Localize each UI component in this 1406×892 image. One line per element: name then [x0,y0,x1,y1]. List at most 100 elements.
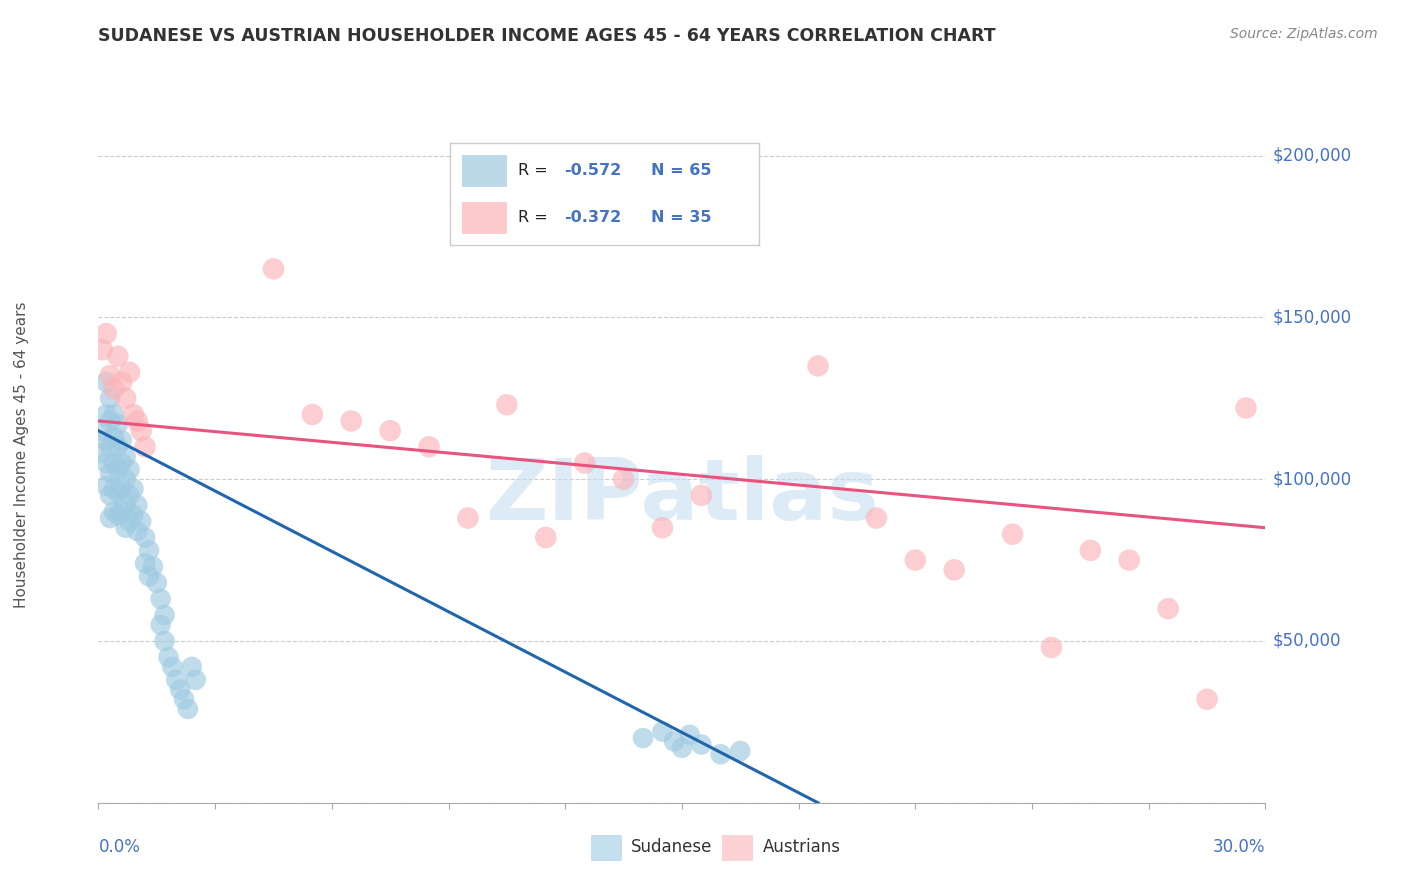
Point [103,430,125,444]
Point [96,326,118,341]
Point [107,508,129,522]
Point [690,738,713,752]
Point [301,408,323,422]
Point [180,660,202,674]
Point [153,634,176,648]
Point [157,650,180,665]
Point [114,498,136,512]
Point [91,446,114,460]
Point [142,559,165,574]
Text: $100,000: $100,000 [1272,470,1351,488]
FancyBboxPatch shape [723,835,752,860]
FancyBboxPatch shape [463,202,506,233]
Point [98,466,121,480]
Point [107,349,129,363]
Point [1001,527,1024,541]
Point [149,617,172,632]
Point [98,368,121,383]
Point [103,382,125,396]
Point [1195,692,1218,706]
Point [98,440,121,454]
Point [111,434,134,448]
Point [107,417,129,432]
Point [118,514,141,528]
Text: Householder Income Ages 45 - 64 years: Householder Income Ages 45 - 64 years [14,301,28,608]
Point [651,521,673,535]
Point [103,408,125,422]
Point [107,485,129,500]
Point [111,456,134,470]
Point [134,440,156,454]
Point [103,456,125,470]
Point [127,414,149,428]
Text: R =: R = [517,211,553,225]
Point [91,424,114,438]
Text: $200,000: $200,000 [1272,146,1351,165]
Text: 0.0%: 0.0% [98,838,141,856]
Point [679,728,702,742]
Point [129,514,152,528]
Point [904,553,927,567]
Point [118,365,141,379]
Point [1080,543,1102,558]
Point [96,456,118,470]
Point [91,343,114,357]
Point [98,392,121,406]
Point [96,408,118,422]
Point [943,563,966,577]
Point [1234,401,1257,415]
FancyBboxPatch shape [463,155,506,186]
Point [574,456,596,470]
Point [162,660,184,674]
Point [107,462,129,476]
Point [98,488,121,502]
Point [153,608,176,623]
Point [184,673,207,687]
Point [98,511,121,525]
Text: $50,000: $50,000 [1272,632,1341,650]
Point [631,731,654,745]
Point [103,482,125,496]
Point [378,424,402,438]
Point [418,440,440,454]
Point [671,740,693,755]
Point [98,414,121,428]
Point [651,724,673,739]
Point [134,531,156,545]
Point [710,747,733,762]
Text: R =: R = [517,163,553,178]
Point [114,450,136,464]
Point [1040,640,1063,655]
Text: Austrians: Austrians [762,838,841,856]
Point [127,524,149,538]
FancyBboxPatch shape [591,835,621,860]
Point [146,575,169,590]
Point [865,511,887,525]
Point [730,744,752,758]
Point [118,462,141,476]
Point [138,569,160,583]
Point [122,508,145,522]
Point [96,478,118,492]
Point [173,692,195,706]
Point [165,673,187,687]
Point [103,504,125,518]
Point [1118,553,1140,567]
Point [138,543,160,558]
Point [129,424,152,438]
Text: -0.372: -0.372 [564,211,621,225]
Point [122,408,145,422]
Point [612,472,634,486]
Point [114,521,136,535]
Text: $150,000: $150,000 [1272,309,1351,326]
Point [690,488,713,502]
Text: -0.572: -0.572 [564,163,621,178]
Point [118,488,141,502]
Text: SUDANESE VS AUSTRIAN HOUSEHOLDER INCOME AGES 45 - 64 YEARS CORRELATION CHART: SUDANESE VS AUSTRIAN HOUSEHOLDER INCOME … [98,27,995,45]
Point [96,375,118,389]
Text: ZIPatlas: ZIPatlas [485,455,879,538]
Point [534,531,557,545]
Point [122,482,145,496]
Point [177,702,200,716]
Point [262,261,284,276]
